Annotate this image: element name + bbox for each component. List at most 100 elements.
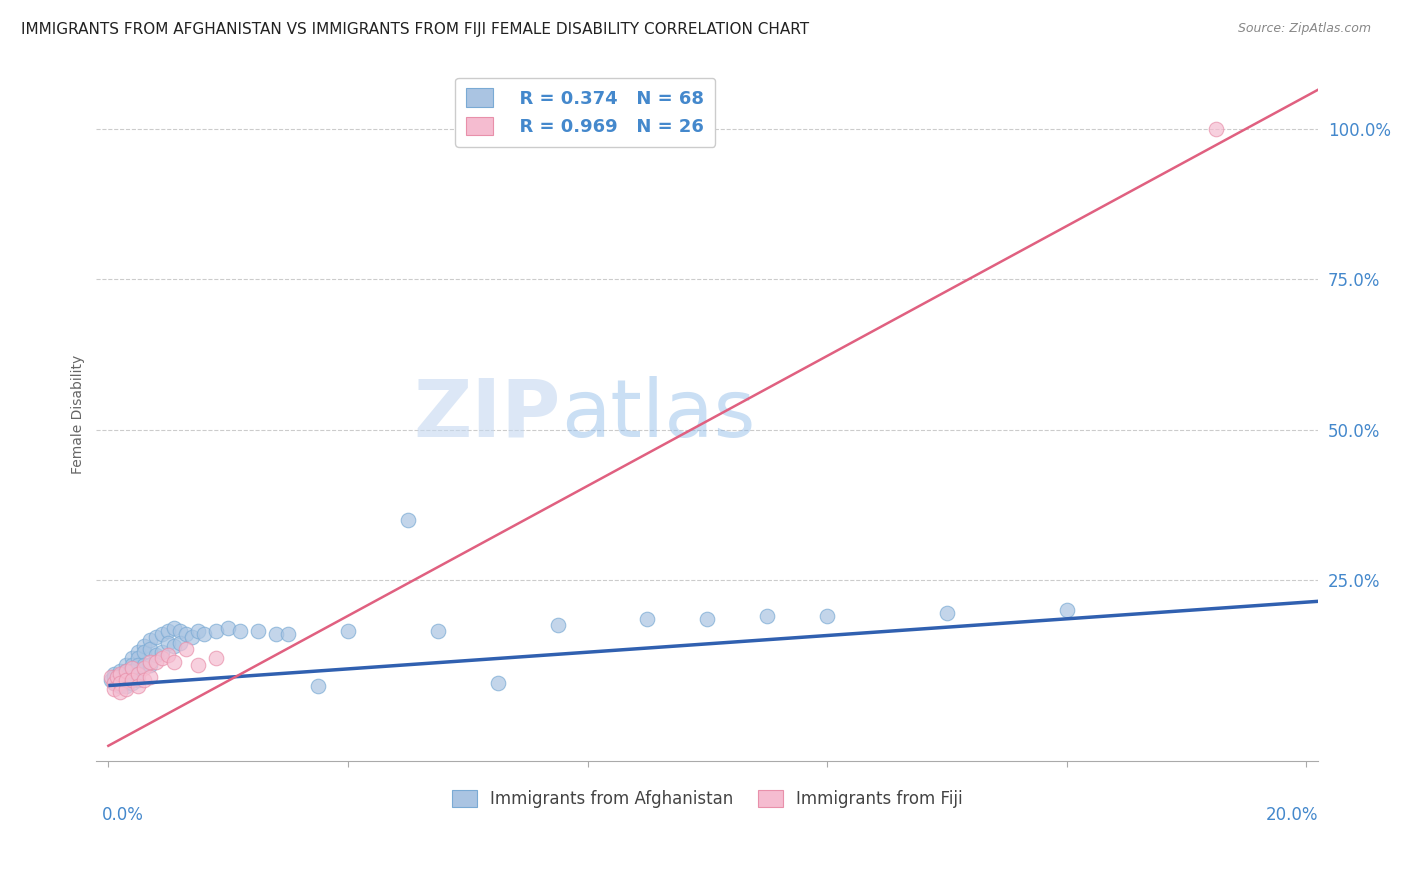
Point: [636, 612, 658, 626]
Point: [336, 624, 359, 639]
Point: [110, 679, 132, 693]
Point: [229, 624, 252, 639]
Point: [181, 631, 204, 645]
Point: [247, 624, 270, 639]
Point: [396, 513, 419, 527]
Point: [121, 675, 143, 690]
Point: [134, 640, 156, 654]
Point: [115, 675, 138, 690]
Point: [127, 657, 149, 672]
Point: [150, 627, 173, 641]
Point: [696, 612, 718, 626]
Point: [1205, 121, 1227, 136]
Point: [174, 627, 197, 641]
Point: [935, 607, 957, 621]
Point: [103, 675, 125, 690]
Text: Source: ZipAtlas.com: Source: ZipAtlas.com: [1237, 22, 1371, 36]
Point: [110, 684, 132, 698]
Point: [217, 621, 239, 635]
Point: [169, 624, 191, 639]
Point: [121, 664, 143, 678]
Point: [121, 657, 143, 672]
Point: [110, 675, 132, 690]
Point: [174, 642, 197, 657]
Point: [163, 640, 186, 654]
Point: [115, 673, 138, 687]
Point: [127, 651, 149, 665]
Point: [118, 673, 141, 687]
Point: [145, 648, 167, 663]
Text: IMMIGRANTS FROM AFGHANISTAN VS IMMIGRANTS FROM FIJI FEMALE DISABILITY CORRELATIO: IMMIGRANTS FROM AFGHANISTAN VS IMMIGRANT…: [21, 22, 810, 37]
Point: [100, 669, 122, 683]
Point: [127, 666, 149, 681]
Point: [105, 669, 128, 683]
Point: [205, 651, 228, 665]
Point: [205, 624, 228, 639]
Point: [815, 609, 838, 624]
Point: [139, 657, 162, 672]
Point: [486, 675, 509, 690]
Point: [127, 673, 149, 687]
Point: [121, 660, 143, 674]
Point: [110, 675, 132, 690]
Point: [112, 666, 135, 681]
Y-axis label: Female Disability: Female Disability: [72, 355, 86, 475]
Point: [115, 664, 138, 678]
Point: [426, 624, 449, 639]
Point: [163, 621, 186, 635]
Point: [103, 669, 125, 683]
Point: [187, 657, 209, 672]
Point: [547, 618, 569, 632]
Point: [110, 673, 132, 687]
Point: [100, 673, 122, 687]
Point: [121, 673, 143, 687]
Point: [139, 669, 162, 683]
Point: [110, 669, 132, 683]
Point: [157, 636, 180, 650]
Text: ZIP: ZIP: [413, 376, 561, 454]
Point: [145, 631, 167, 645]
Point: [193, 627, 215, 641]
Legend: Immigrants from Afghanistan, Immigrants from Fiji: Immigrants from Afghanistan, Immigrants …: [444, 783, 970, 814]
Point: [110, 666, 132, 681]
Point: [307, 679, 329, 693]
Point: [134, 645, 156, 659]
Point: [139, 655, 162, 669]
Point: [163, 655, 186, 669]
Point: [169, 636, 191, 650]
Point: [264, 627, 287, 641]
Point: [145, 655, 167, 669]
Point: [115, 669, 138, 683]
Point: [157, 624, 180, 639]
Point: [112, 673, 135, 687]
Point: [157, 648, 180, 663]
Point: [115, 657, 138, 672]
Point: [121, 651, 143, 665]
Point: [115, 681, 138, 696]
Point: [134, 657, 156, 672]
Point: [121, 669, 143, 683]
Point: [139, 633, 162, 648]
Point: [115, 679, 138, 693]
Point: [103, 681, 125, 696]
Point: [127, 666, 149, 681]
Point: [118, 666, 141, 681]
Point: [105, 669, 128, 683]
Point: [127, 679, 149, 693]
Point: [139, 642, 162, 657]
Point: [277, 627, 299, 641]
Point: [187, 624, 209, 639]
Text: 20.0%: 20.0%: [1265, 805, 1319, 824]
Point: [150, 645, 173, 659]
Text: atlas: atlas: [561, 376, 755, 454]
Point: [105, 675, 128, 690]
Point: [115, 664, 138, 678]
Point: [103, 675, 125, 690]
Point: [103, 666, 125, 681]
Text: 0.0%: 0.0%: [103, 805, 145, 824]
Point: [134, 673, 156, 687]
Point: [756, 609, 779, 624]
Point: [150, 651, 173, 665]
Point: [127, 645, 149, 659]
Point: [134, 660, 156, 674]
